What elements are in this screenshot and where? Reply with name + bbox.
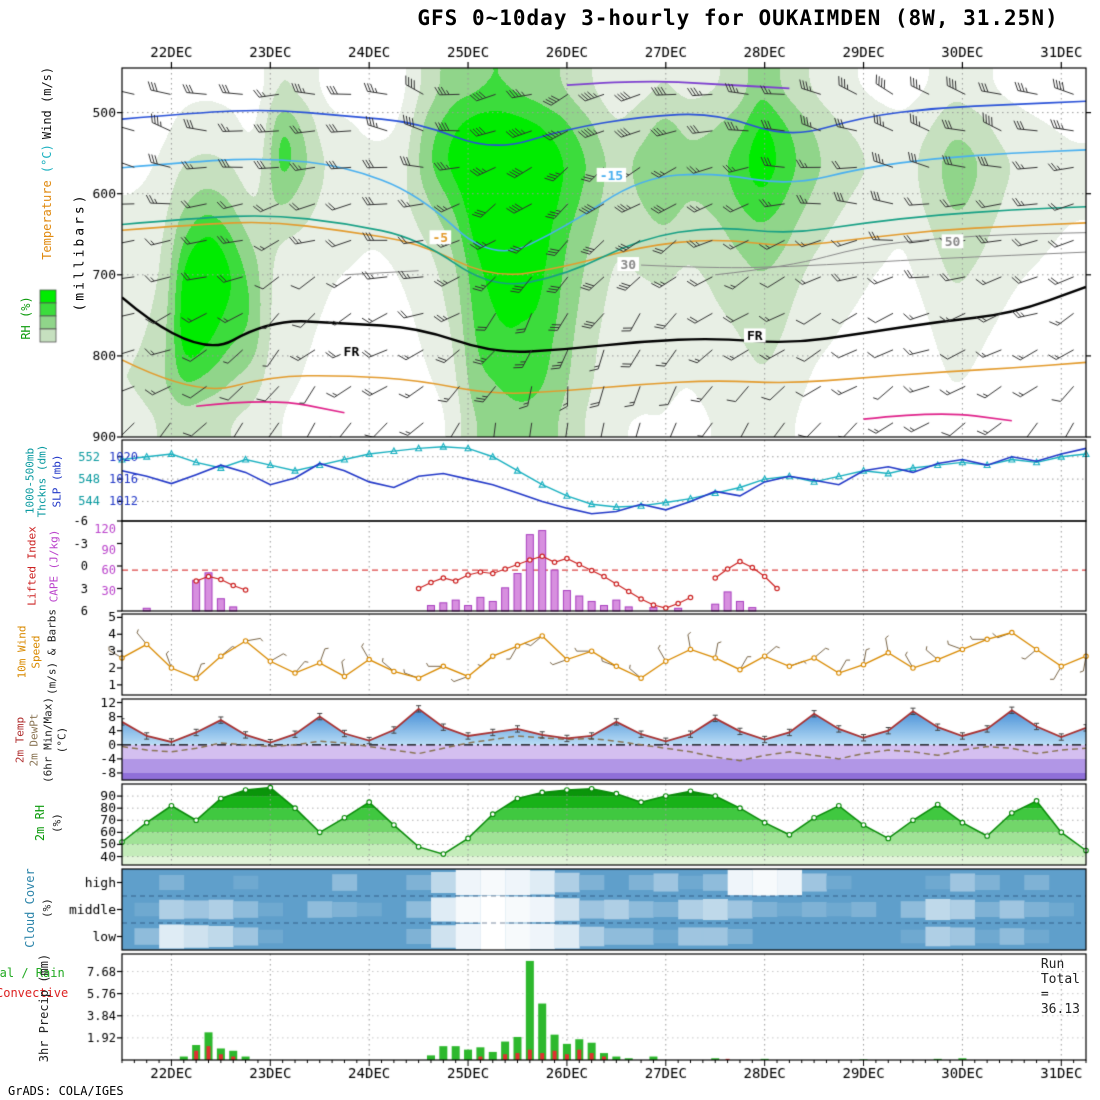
precip-total-legend: Total / Rain: [0, 966, 65, 980]
rh-axis-label: RH (%): [19, 296, 33, 340]
thickness-axis-label-2: Thckns (dm): [35, 444, 49, 518]
minmax-axis-label: (6hr Min/Max): [41, 696, 55, 784]
wind10m-axis-label-3: (m/s) & Barbs: [45, 608, 59, 696]
cloud-cover-axis-label: Cloud Cover: [23, 868, 37, 948]
dewpt2m-axis-label: 2m DewPt: [27, 713, 41, 767]
millibars-axis-label: (millibars): [72, 192, 88, 312]
wind10m-axis-label-1: 10m Wind: [15, 625, 29, 679]
wind10m-axis-label-2: Speed: [29, 635, 43, 669]
celsius-axis-label: (°C): [55, 726, 69, 754]
precip-convective-legend: Convective: [0, 986, 69, 1000]
rh2m-unit-label: (%): [50, 813, 64, 833]
temperature-axis-label-text: Temperature: [40, 180, 54, 260]
temperature-axis-unit: (°C): [40, 144, 54, 181]
run-total-text: Run Total = 36.13: [1040, 957, 1080, 1017]
page-title: GFS 0~10day 3-hourly for OUKAIMDEN (8W, …: [417, 6, 1059, 30]
cloud-cover-unit-label: (%): [40, 898, 54, 918]
temp2m-axis-label: 2m Temp: [13, 716, 27, 764]
lifted-index-axis-label: Lifted Index: [25, 526, 39, 606]
temperature-axis-label: Temperature (°C): [40, 144, 54, 260]
slp-axis-label: SLP (mb): [50, 454, 64, 508]
rh2m-axis-label: 2m RH: [33, 804, 47, 842]
grads-credit: GrADS: COLA/IGES: [8, 1084, 124, 1098]
wind-axis-label: Wind (m/s): [40, 66, 54, 140]
cape-axis-label: CAPE (J/kg): [47, 529, 61, 603]
precip-axis-label: 3hr Precip (mm): [37, 953, 51, 1063]
